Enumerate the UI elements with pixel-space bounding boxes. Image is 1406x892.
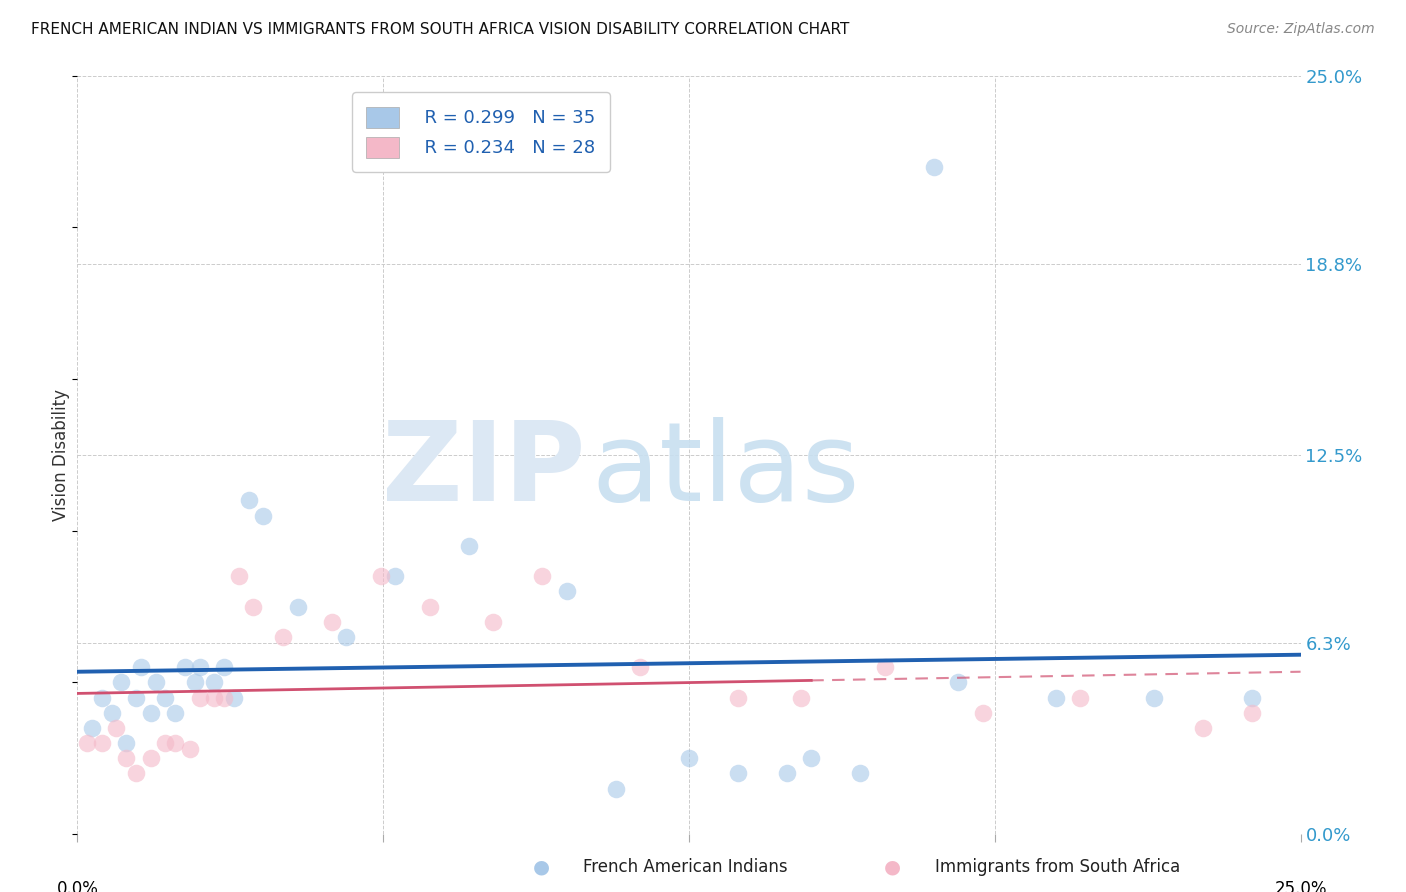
Text: 0.0%: 0.0%	[56, 880, 98, 892]
Point	[1191, 721, 1213, 735]
Point	[776, 766, 799, 780]
Point	[419, 599, 441, 614]
Point	[129, 660, 152, 674]
Point	[972, 706, 994, 720]
Point	[242, 599, 264, 614]
Point	[555, 584, 578, 599]
Point	[188, 690, 211, 705]
Point	[155, 690, 177, 705]
Text: Immigrants from South Africa: Immigrants from South Africa	[935, 858, 1180, 876]
Point	[727, 690, 749, 705]
Point	[287, 599, 309, 614]
Point	[155, 736, 177, 750]
Text: ZIP: ZIP	[381, 417, 585, 524]
Point	[110, 675, 132, 690]
Point	[80, 721, 103, 735]
Point	[165, 736, 187, 750]
Point	[115, 736, 138, 750]
Point	[90, 690, 112, 705]
Point	[678, 751, 700, 765]
Point	[145, 675, 167, 690]
Point	[531, 569, 554, 583]
Point	[482, 615, 505, 629]
Text: FRENCH AMERICAN INDIAN VS IMMIGRANTS FROM SOUTH AFRICA VISION DISABILITY CORRELA: FRENCH AMERICAN INDIAN VS IMMIGRANTS FRO…	[31, 22, 849, 37]
Point	[100, 706, 122, 720]
Text: Source: ZipAtlas.com: Source: ZipAtlas.com	[1227, 22, 1375, 37]
Point	[873, 660, 896, 674]
Point	[1240, 690, 1263, 705]
Point	[922, 160, 945, 174]
Point	[727, 766, 749, 780]
Point	[457, 539, 479, 553]
Point	[628, 660, 651, 674]
Point	[139, 751, 162, 765]
Point	[202, 675, 225, 690]
Point	[188, 660, 211, 674]
Point	[1045, 690, 1067, 705]
Point	[605, 781, 627, 796]
Point	[105, 721, 128, 735]
Point	[90, 736, 112, 750]
Text: atlas: atlas	[591, 417, 859, 524]
Point	[800, 751, 823, 765]
Point	[238, 493, 260, 508]
Point	[139, 706, 162, 720]
Point	[125, 690, 148, 705]
Text: ●: ●	[533, 857, 550, 877]
Text: ●: ●	[884, 857, 901, 877]
Point	[174, 660, 197, 674]
Point	[115, 751, 138, 765]
Point	[1069, 690, 1091, 705]
Point	[222, 690, 245, 705]
Point	[321, 615, 343, 629]
Point	[849, 766, 872, 780]
Point	[212, 690, 235, 705]
Point	[1143, 690, 1166, 705]
Point	[384, 569, 406, 583]
Point	[165, 706, 187, 720]
Point	[125, 766, 148, 780]
Legend:   R = 0.299   N = 35,   R = 0.234   N = 28: R = 0.299 N = 35, R = 0.234 N = 28	[352, 93, 610, 172]
Text: 25.0%: 25.0%	[1274, 880, 1327, 892]
Point	[212, 660, 235, 674]
Point	[179, 742, 201, 756]
Point	[1240, 706, 1263, 720]
Point	[228, 569, 250, 583]
Point	[946, 675, 969, 690]
Point	[202, 690, 225, 705]
Point	[335, 630, 357, 644]
Point	[252, 508, 274, 523]
Point	[76, 736, 98, 750]
Point	[184, 675, 207, 690]
Point	[370, 569, 392, 583]
Text: French American Indians: French American Indians	[583, 858, 789, 876]
Y-axis label: Vision Disability: Vision Disability	[52, 389, 70, 521]
Point	[790, 690, 813, 705]
Point	[271, 630, 294, 644]
